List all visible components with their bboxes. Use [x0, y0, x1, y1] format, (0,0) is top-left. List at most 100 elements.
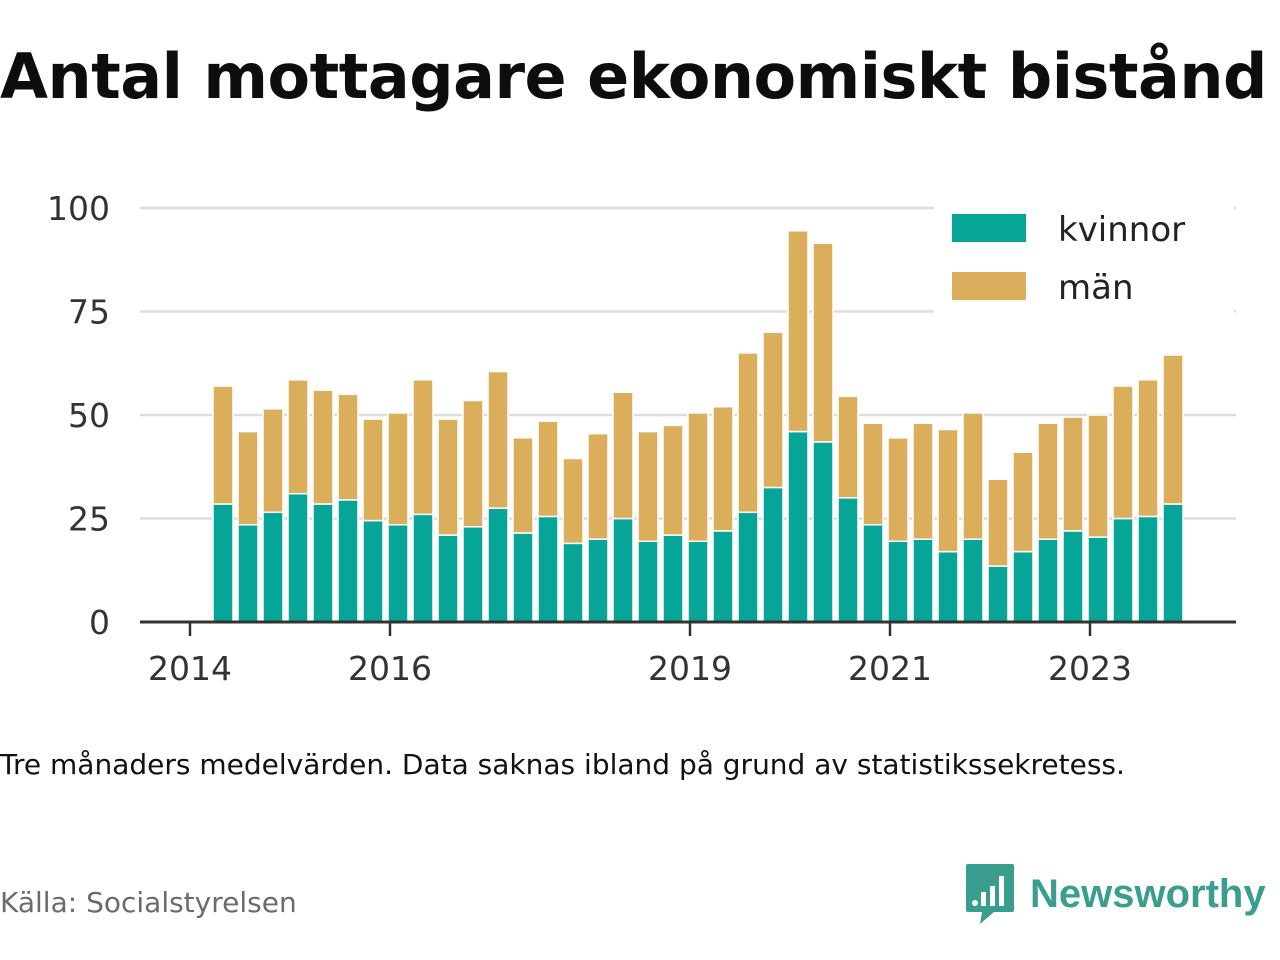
bar-kvinnor — [212, 503, 234, 623]
bar-man — [1037, 422, 1059, 540]
bar-kvinnor — [362, 519, 384, 623]
y-tick-label: 25 — [68, 500, 110, 539]
newsworthy-logo-icon — [966, 864, 1014, 924]
bar-kvinnor — [837, 497, 859, 623]
bar-man — [512, 437, 534, 534]
bar-man — [437, 418, 459, 536]
bar-man — [712, 405, 734, 532]
y-tick-label: 50 — [68, 396, 110, 435]
bar-man — [412, 379, 434, 516]
bar-kvinnor — [387, 523, 409, 623]
bar-kvinnor — [437, 534, 459, 623]
bar-man — [587, 432, 609, 540]
bar-man — [287, 379, 309, 495]
bar-kvinnor — [237, 523, 259, 623]
bar-man — [337, 393, 359, 501]
bar-man — [462, 399, 484, 528]
bar-kvinnor — [737, 511, 759, 623]
bar-kvinnor — [587, 538, 609, 623]
bar-kvinnor — [287, 492, 309, 623]
bar-kvinnor — [462, 526, 484, 623]
bar-kvinnor — [662, 534, 684, 623]
x-tick-label: 2016 — [348, 649, 432, 688]
bar-kvinnor — [912, 538, 934, 623]
legend-swatch — [952, 214, 1026, 242]
bar-kvinnor — [1162, 503, 1184, 623]
bar-kvinnor — [862, 523, 884, 623]
bar-man — [487, 370, 509, 509]
y-tick-label: 0 — [89, 603, 110, 642]
bar-man — [237, 430, 259, 526]
source-label: Källa: Socialstyrelsen — [0, 886, 297, 919]
legend-label: män — [1058, 268, 1134, 308]
bar-kvinnor — [962, 538, 984, 623]
bar-kvinnor — [512, 532, 534, 623]
bar-man — [262, 408, 284, 514]
bar-man — [1087, 414, 1109, 538]
bar-man — [887, 437, 909, 543]
bar-man — [1162, 354, 1184, 505]
bar-man — [837, 395, 859, 499]
bar-man — [537, 420, 559, 518]
x-tick-label: 2014 — [148, 649, 232, 688]
bar-man — [912, 422, 934, 540]
bar-kvinnor — [262, 511, 284, 623]
brand-logo[interactable]: Newsworthy — [964, 862, 1266, 926]
bar-kvinnor — [1037, 538, 1059, 623]
bar-kvinnor — [687, 540, 709, 623]
bar-man — [812, 242, 834, 443]
bar-man — [662, 424, 684, 536]
bar-man — [1112, 385, 1134, 520]
x-tick-label: 2019 — [648, 649, 732, 688]
bar-man — [687, 412, 709, 543]
bar-kvinnor — [987, 565, 1009, 623]
bar-man — [937, 428, 959, 553]
bar-man — [362, 418, 384, 522]
bar-man — [637, 430, 659, 543]
legend: kvinnor män — [934, 198, 1234, 314]
bar-kvinnor — [712, 530, 734, 623]
bar-man — [312, 389, 334, 505]
bar-kvinnor — [1137, 515, 1159, 623]
bar-man — [562, 457, 584, 545]
y-tick-label: 100 — [47, 189, 110, 228]
x-tick-label: 2023 — [1048, 649, 1132, 688]
bar-kvinnor — [487, 507, 509, 623]
bar-man — [962, 412, 984, 540]
chart-note: Tre månaders medelvärden. Data saknas ib… — [0, 748, 1125, 781]
bar-man — [862, 422, 884, 526]
bar-man — [612, 391, 634, 520]
bar-kvinnor — [637, 540, 659, 623]
bar-man — [387, 412, 409, 526]
axes: 0 25 50 75 100 2014 2016 2019 2021 2023 — [47, 189, 1236, 688]
legend-label: kvinnor — [1058, 210, 1185, 250]
bar-kvinnor — [812, 441, 834, 623]
bar-kvinnor — [787, 430, 809, 623]
bar-kvinnor — [1062, 530, 1084, 623]
bar-kvinnor — [887, 540, 909, 623]
brand-name: Newsworthy — [1030, 871, 1266, 916]
bar-man — [987, 478, 1009, 567]
bar-kvinnor — [762, 486, 784, 623]
bar-man — [1137, 379, 1159, 518]
x-tick-label: 2021 — [848, 649, 932, 688]
bar-man — [762, 331, 784, 489]
stacked-bar-chart: 0 25 50 75 100 2014 2016 2019 2021 2023 kvinnor mä… — [47, 189, 1236, 688]
bar-kvinnor — [1112, 517, 1134, 623]
bar-kvinnor — [412, 513, 434, 623]
y-tick-label: 75 — [68, 293, 110, 332]
bar-kvinnor — [562, 542, 584, 623]
bar-man — [787, 230, 809, 433]
bar-man — [212, 385, 234, 505]
legend-swatch — [952, 272, 1026, 300]
bar-kvinnor — [1012, 550, 1034, 623]
bar-kvinnor — [1087, 536, 1109, 623]
bar-kvinnor — [537, 515, 559, 623]
bar-kvinnor — [337, 499, 359, 623]
bar-man — [1012, 451, 1034, 553]
bar-kvinnor — [612, 517, 634, 623]
bar-kvinnor — [312, 503, 334, 623]
bar-man — [737, 352, 759, 514]
chart-title: Antal mottagare ekonomiskt bistånd — [0, 40, 1267, 113]
bar-kvinnor — [937, 550, 959, 623]
